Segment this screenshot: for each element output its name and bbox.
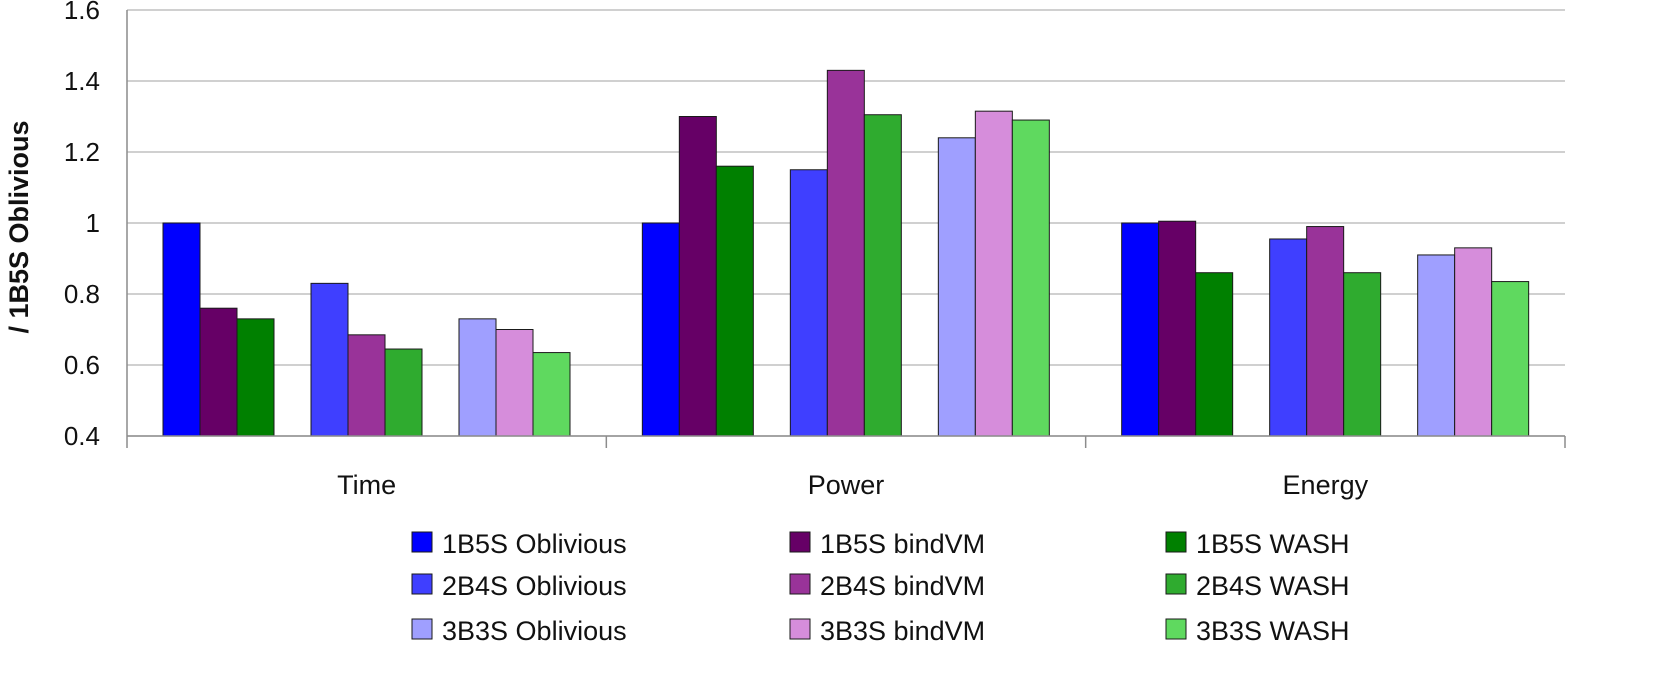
legend-swatch (411, 531, 433, 553)
y-axis-label: / 1B5S Oblivious (4, 120, 34, 333)
legend-label: 1B5S bindVM (820, 529, 985, 559)
bar-1b5s-oblivious-energy (1121, 222, 1160, 437)
y-tick-label: 0.8 (64, 279, 100, 309)
bar-2b4s-oblivious-energy (1269, 238, 1308, 437)
legend-item: 1B5S Oblivious (411, 529, 627, 559)
bar-3b3s-wash-energy (1491, 281, 1530, 437)
bar-3b3s-oblivious-time (458, 318, 497, 437)
bar-2b4s-bindvm-power (826, 69, 865, 437)
bar-3b3s-oblivious-power (937, 137, 976, 437)
axes (126, 10, 1566, 448)
category-label-power: Power (808, 470, 885, 500)
bar-1b5s-wash-power (715, 165, 754, 437)
bar-1b5s-oblivious-power (641, 222, 680, 437)
legend-item: 2B4S WASH (1165, 571, 1350, 601)
legend-item: 2B4S bindVM (789, 571, 985, 601)
bar-2b4s-wash-energy (1343, 272, 1382, 437)
y-tick-label: 1 (86, 208, 100, 238)
legend-label: 1B5S WASH (1196, 529, 1350, 559)
bar-2b4s-wash-power (863, 114, 902, 437)
bars (162, 69, 1530, 437)
legend-label: 2B4S Oblivious (442, 571, 627, 601)
bar-1b5s-oblivious-time (162, 222, 201, 437)
category-label-time: Time (337, 470, 396, 500)
y-tick-label: 1.4 (64, 66, 100, 96)
legend-label: 1B5S Oblivious (442, 529, 627, 559)
legend-swatch (411, 618, 433, 640)
bar-3b3s-wash-power (1011, 119, 1050, 437)
legend-item: 3B3S WASH (1165, 616, 1350, 646)
bar-3b3s-wash-time (532, 352, 571, 437)
legend-label: 3B3S Oblivious (442, 616, 627, 646)
legend-swatch (789, 618, 811, 640)
legend-label: 3B3S WASH (1196, 616, 1350, 646)
bar-1b5s-bindvm-power (678, 116, 717, 437)
bar-2b4s-wash-time (384, 348, 423, 437)
bar-2b4s-bindvm-time (347, 334, 386, 437)
legend-item: 3B3S bindVM (789, 616, 985, 646)
legend-swatch (1165, 531, 1187, 553)
legend-label: 2B4S bindVM (820, 571, 985, 601)
category-labels: Time Power Energy (337, 470, 1368, 500)
bar-2b4s-oblivious-power (789, 169, 828, 437)
bar-3b3s-bindvm-power (974, 110, 1013, 437)
y-tick-label: 1.2 (64, 137, 100, 167)
category-label-energy: Energy (1283, 470, 1369, 500)
legend: 1B5S Oblivious 1B5S bindVM 1B5S WASH 2B4S O… (411, 529, 1350, 646)
legend-item: 3B3S Oblivious (411, 616, 627, 646)
bar-3b3s-bindvm-energy (1454, 247, 1493, 437)
legend-item: 2B4S Oblivious (411, 571, 627, 601)
legend-item: 1B5S bindVM (789, 529, 985, 559)
legend-swatch (411, 573, 433, 595)
y-tick-label: 0.6 (64, 350, 100, 380)
legend-item: 1B5S WASH (1165, 529, 1350, 559)
bar-1b5s-bindvm-energy (1158, 220, 1197, 437)
bar-2b4s-bindvm-energy (1306, 226, 1345, 437)
legend-swatch (789, 531, 811, 553)
y-tick-label: 1.6 (64, 0, 100, 25)
bar-1b5s-wash-time (236, 318, 275, 437)
bar-3b3s-bindvm-time (495, 329, 534, 437)
y-tick-labels: 0.4 0.6 0.8 1 1.2 1.4 1.6 (64, 0, 100, 451)
y-tick-label: 0.4 (64, 421, 100, 451)
legend-swatch (789, 573, 811, 595)
legend-swatch (1165, 618, 1187, 640)
bar-3b3s-oblivious-energy (1417, 254, 1456, 437)
bar-2b4s-oblivious-time (310, 282, 349, 437)
legend-label: 3B3S bindVM (820, 616, 985, 646)
bar-1b5s-wash-energy (1195, 272, 1234, 437)
legend-label: 2B4S WASH (1196, 571, 1350, 601)
legend-swatch (1165, 573, 1187, 595)
bar-1b5s-bindvm-time (199, 307, 238, 437)
